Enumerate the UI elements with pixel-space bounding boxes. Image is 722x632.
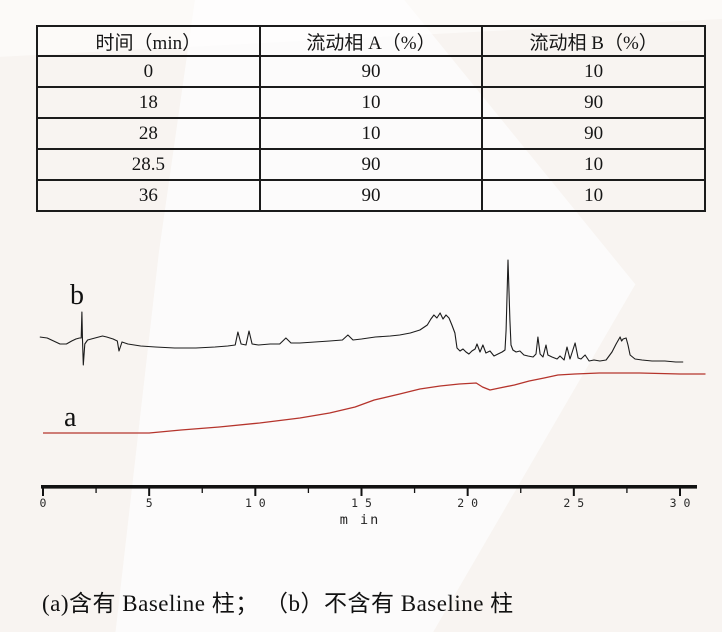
trace-a (43, 372, 706, 434)
table-cell: 90 (258, 179, 484, 212)
column-header-time: 时间（min） (36, 25, 261, 57)
figure-caption: (a)含有 Baseline 柱； （b）不含有 Baseline 柱 (42, 591, 514, 616)
table-row: 0 90 10 (36, 55, 706, 88)
x-axis-tick-label: 2 0 (457, 496, 478, 510)
trace-label-a: a (64, 402, 77, 433)
table-cell: 10 (258, 117, 484, 150)
table-cell: 36 (36, 179, 261, 212)
trace-label-b: b (70, 280, 84, 311)
x-axis-tick-label: 5 (146, 496, 153, 510)
x-axis-tick-label: 1 0 (245, 496, 266, 510)
table-cell: 10 (481, 55, 706, 88)
x-axis-tick-label: 3 0 (670, 496, 691, 510)
column-header-mobile-phase-b: 流动相 B（%） (481, 25, 706, 57)
table-cell: 90 (481, 117, 706, 150)
table-cell: 10 (258, 86, 484, 119)
table-row: 28.5 90 10 (36, 148, 706, 181)
table-cell: 10 (481, 148, 706, 181)
x-axis-tick-label: 0 (40, 496, 47, 510)
table-cell: 10 (481, 179, 706, 212)
table-cell: 28.5 (36, 148, 261, 181)
table-row: 28 10 90 (36, 117, 706, 150)
table-row: 18 10 90 (36, 86, 706, 119)
table-cell: 90 (258, 55, 484, 88)
table-cell: 90 (481, 86, 706, 119)
table-cell: 0 (36, 55, 261, 88)
table-row: 36 90 10 (36, 179, 706, 212)
gradient-program-table: 时间（min） 流动相 A（%） 流动相 B（%） 0 90 10 18 10 90 28 1… (36, 25, 706, 212)
trace-b (39, 259, 684, 366)
x-axis-line (41, 485, 697, 489)
x-axis-tick-label: 2 5 (563, 496, 584, 510)
x-axis-label: m in (340, 512, 381, 528)
table-header-row: 时间（min） 流动相 A（%） 流动相 B（%） (36, 25, 706, 57)
table-cell: 18 (36, 86, 261, 119)
table-cell: 90 (258, 148, 484, 181)
column-header-mobile-phase-a: 流动相 A（%） (258, 25, 484, 57)
x-axis-tick-label: 1 5 (351, 496, 372, 510)
table-cell: 28 (36, 117, 261, 150)
